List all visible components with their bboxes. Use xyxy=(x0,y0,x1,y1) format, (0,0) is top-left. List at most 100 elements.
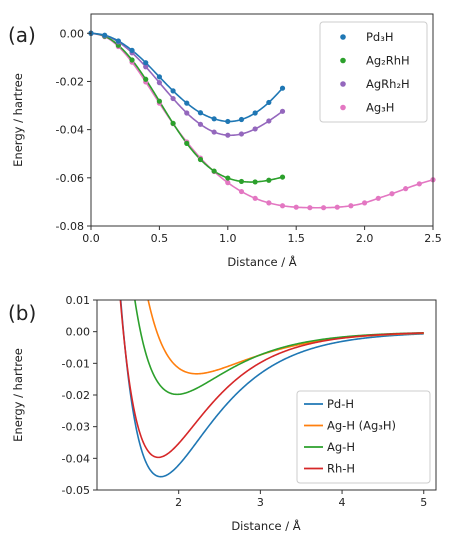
data-point-ag-h xyxy=(362,200,368,206)
data-point-pd-h xyxy=(129,47,135,53)
y-tick-label: -0.05 xyxy=(62,484,90,497)
data-point-ag-h xyxy=(416,181,422,187)
data-point-pd-h xyxy=(102,32,108,38)
data-point-ag-rhh xyxy=(225,175,231,181)
x-tick-label: 5 xyxy=(420,496,427,509)
data-point-ag-h xyxy=(279,203,286,209)
data-point-ag-h xyxy=(403,186,409,192)
y-tick-label: -0.03 xyxy=(62,421,90,434)
series-line-rh-h xyxy=(119,300,424,459)
data-point-pd-h xyxy=(197,110,204,116)
panel-a-y-ticks: 0.00 -0.02 -0.04 -0.06 -0.08 xyxy=(56,27,91,233)
panel-b-y-label: Energy / hartree xyxy=(11,348,25,442)
data-point-ag-h xyxy=(375,195,381,201)
panel-b-curves xyxy=(119,300,424,478)
data-point-ag-h xyxy=(293,204,299,210)
data-point-pd-h xyxy=(279,85,286,91)
data-point-agrh-h xyxy=(170,95,176,102)
x-tick-label: 2.0 xyxy=(356,232,374,245)
y-tick-label: -0.04 xyxy=(56,124,84,137)
x-tick-label: 4 xyxy=(339,496,346,509)
data-point-ag-h xyxy=(252,195,258,201)
data-point-agrh-h xyxy=(279,108,286,114)
legend-label: Pd-H xyxy=(327,397,354,411)
series-line-pd-h xyxy=(119,300,424,478)
y-tick-label: -0.02 xyxy=(62,389,90,402)
data-point-ag-h xyxy=(348,203,354,209)
legend-label: Rh-H xyxy=(327,462,355,476)
x-tick-label: 0.5 xyxy=(151,232,169,245)
panel-a-y-label: Energy / hartree xyxy=(11,73,25,167)
data-point-ag-rhh xyxy=(170,120,176,126)
legend-label: Ag-H xyxy=(327,440,355,454)
data-point-pd-h xyxy=(252,110,258,116)
legend-label: Pd₃H xyxy=(366,30,394,44)
data-point-ag-h xyxy=(238,188,245,195)
legend-marker xyxy=(340,81,346,87)
series-line-ag-rhh xyxy=(90,32,283,183)
y-tick-label: 0.01 xyxy=(66,294,91,307)
panel-b: (b) 2 3 4 5 0.01 0.00 -0.01 -0.02 -0.03 -0.04 -0.… xyxy=(8,294,437,533)
data-point-ag-rhh xyxy=(197,156,204,163)
x-tick-label: 2.5 xyxy=(424,232,442,245)
y-tick-label: -0.08 xyxy=(56,220,84,233)
y-tick-label: -0.06 xyxy=(56,172,84,185)
data-point-ag-rhh xyxy=(211,168,217,174)
data-point-agrh-h xyxy=(225,132,231,138)
x-tick-label: 2 xyxy=(175,496,182,509)
data-point-agrh-h xyxy=(252,126,258,132)
data-point-ag-rhh xyxy=(143,76,149,82)
x-tick-label: 3 xyxy=(257,496,264,509)
data-point-agrh-h xyxy=(143,64,149,70)
y-tick-label: 0.00 xyxy=(66,326,91,339)
legend-label: Ag₃H xyxy=(366,101,394,115)
panel-a-frame xyxy=(90,13,434,227)
panel-a-legend: Pd₃H Ag₂RhH AgRh₂H Ag₃H xyxy=(319,21,428,123)
data-point-pd-h xyxy=(225,118,231,125)
data-point-agrh-h xyxy=(238,131,245,137)
legend-label: Ag-H (Ag₃H) xyxy=(327,419,396,433)
panel-b-x-label: Distance / Å xyxy=(231,518,300,533)
panel-a-x-ticks: 0.0 0.5 1.0 1.5 2.0 2.5 xyxy=(82,226,442,245)
legend-label: AgRh₂H xyxy=(366,77,410,91)
x-tick-label: 1.5 xyxy=(287,232,305,245)
legend-marker xyxy=(340,104,346,111)
data-point-ag-rhh xyxy=(279,174,286,180)
data-point-agrh-h xyxy=(156,80,162,86)
data-point-ag-h xyxy=(225,180,231,186)
panel-a-x-label: Distance / Å xyxy=(227,254,296,269)
data-point-pd-h xyxy=(238,116,245,123)
x-tick-label: 0.0 xyxy=(82,232,100,245)
x-tick-label: 1.0 xyxy=(219,232,237,245)
panel-a-label: (a) xyxy=(8,23,36,47)
panel-b-y-ticks: 0.01 0.00 -0.01 -0.02 -0.03 -0.04 -0.05 xyxy=(62,294,97,497)
panel-b-label: (b) xyxy=(8,301,36,325)
y-tick-label: -0.04 xyxy=(62,452,90,465)
data-point-pd-h xyxy=(184,100,190,106)
legend-box xyxy=(319,21,428,123)
data-point-ag-rhh xyxy=(184,140,190,146)
legend-box xyxy=(296,390,431,484)
data-point-ag-h xyxy=(266,200,272,206)
data-point-ag-rhh xyxy=(252,179,258,185)
data-point-ag-rhh xyxy=(238,178,245,185)
data-point-agrh-h xyxy=(211,129,217,135)
panel-b-legend: Pd-H Ag-H (Ag₃H) Ag-H Rh-H xyxy=(296,390,431,484)
data-point-pd-h xyxy=(266,99,272,106)
data-point-ag-h xyxy=(320,205,327,211)
legend-label: Ag₂RhH xyxy=(366,54,410,68)
panel-a: (a) 0.0 0.5 1.0 1.5 2.0 2.5 0.00 -0.02 -0.04 -0.… xyxy=(8,13,442,269)
data-point-ag-rhh xyxy=(156,98,162,104)
data-point-pd-h xyxy=(143,60,149,66)
data-point-ag-h xyxy=(334,204,340,210)
y-tick-label: -0.02 xyxy=(56,75,84,88)
data-point-pd-h xyxy=(156,74,162,80)
data-point-agrh-h xyxy=(266,118,272,124)
panel-b-x-ticks: 2 3 4 5 xyxy=(175,490,427,509)
data-point-agrh-h xyxy=(184,110,190,116)
data-point-agrh-h xyxy=(197,121,204,127)
data-point-pd-h xyxy=(170,88,176,94)
data-point-pd-h xyxy=(211,116,217,122)
data-point-ag-rhh xyxy=(129,57,135,63)
